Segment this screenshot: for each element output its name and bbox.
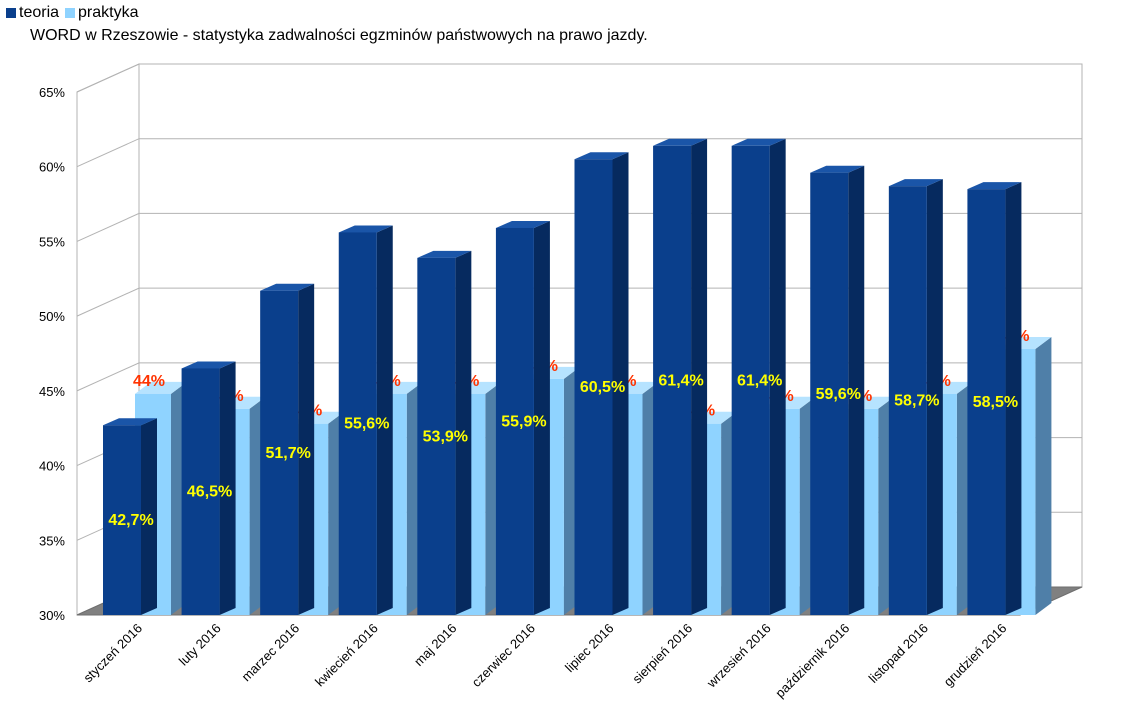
bar-teoria-top — [731, 138, 786, 146]
legend-label-teoria: teoria — [19, 4, 60, 21]
x-category-label: luty 2016 — [176, 621, 224, 669]
data-label-teoria: 59,6% — [816, 386, 861, 403]
y-tick-label: 40% — [39, 459, 65, 474]
bar-teoria-top — [103, 418, 157, 426]
bar-teoria-top — [888, 179, 943, 187]
x-category-label: marzec 2016 — [239, 621, 303, 685]
bar-teoria-side — [376, 225, 393, 615]
x-category-label: lipiec 2016 — [562, 621, 617, 676]
bar-teoria-top — [417, 250, 472, 258]
bar-teoria-top — [495, 220, 550, 228]
y-tick-label: 65% — [39, 85, 65, 100]
bar-teoria — [495, 227, 534, 616]
y-tick-label: 60% — [39, 160, 65, 175]
bar-teoria — [731, 145, 770, 615]
bar-teoria — [888, 186, 927, 615]
bar-praktyka-side — [1035, 337, 1052, 615]
bar-teoria-side — [455, 250, 472, 615]
x-category-label: kwiecień 2016 — [312, 621, 381, 690]
bar-praktyka-top — [135, 381, 187, 394]
bar-teoria — [181, 368, 220, 615]
bar-teoria-side — [612, 152, 629, 615]
bar-teoria-side — [533, 220, 550, 616]
bar-teoria-top — [574, 152, 629, 160]
legend-item-teoria: teoria — [6, 4, 59, 22]
bar-teoria-side — [691, 138, 708, 615]
data-label-teoria: 61,4% — [658, 372, 703, 389]
bar-teoria — [103, 425, 141, 615]
bar-teoria-side — [848, 165, 865, 616]
bar-teoria-top — [810, 165, 865, 173]
bar-teoria-top — [260, 283, 315, 291]
legend-swatch-praktyka — [65, 8, 76, 18]
data-label-teoria: 58,5% — [973, 394, 1018, 411]
x-category-label: maj 2016 — [411, 621, 459, 669]
gridline — [76, 63, 1082, 93]
data-label-teoria: 53,9% — [423, 428, 468, 445]
bar-teoria — [967, 189, 1006, 615]
bar-teoria-side — [141, 418, 157, 615]
x-category-label: grudzień 2016 — [941, 621, 1010, 690]
y-tick-label: 30% — [39, 608, 65, 623]
x-category-label: styczeń 2016 — [80, 621, 145, 686]
bar-teoria-side — [1005, 182, 1022, 615]
data-label-teoria: 61,4% — [737, 372, 782, 389]
data-label-teoria: 60,5% — [580, 379, 625, 396]
bar-teoria — [810, 172, 849, 616]
legend-item-praktyka: praktyka — [65, 4, 139, 22]
y-tick-label: 35% — [39, 533, 65, 548]
gridline — [76, 138, 1082, 168]
bar-teoria-top — [181, 361, 236, 369]
x-category-label: listopad 2016 — [866, 621, 931, 686]
data-label-teoria: 58,7% — [894, 393, 939, 410]
bar-teoria-side — [219, 361, 236, 615]
x-category-label: wrzesień 2016 — [703, 621, 774, 692]
y-tick-label: 45% — [39, 384, 65, 399]
data-label-teoria: 55,6% — [344, 416, 389, 433]
bar-teoria-side — [926, 179, 943, 615]
data-label-teoria: 55,9% — [501, 413, 546, 430]
bar-teoria — [574, 159, 613, 615]
y-tick-label: 55% — [39, 234, 65, 249]
y-tick-label: 50% — [39, 309, 65, 324]
data-label-teoria: 46,5% — [187, 484, 232, 501]
bar-teoria — [653, 145, 692, 615]
bar-teoria — [417, 257, 456, 615]
bar-teoria — [260, 290, 299, 615]
bar-teoria — [338, 232, 377, 615]
bar-teoria-top — [967, 182, 1022, 190]
legend: teoria praktyka — [6, 4, 145, 22]
data-label-teoria: 51,7% — [265, 445, 310, 462]
legend-label-praktyka: praktyka — [78, 4, 139, 21]
x-category-label: sierpień 2016 — [629, 621, 695, 687]
bar-teoria-top — [653, 138, 708, 146]
bar-teoria-top — [338, 225, 393, 233]
data-label-teoria: 42,7% — [108, 512, 153, 529]
legend-swatch-teoria — [6, 8, 16, 18]
bar-teoria-side — [769, 138, 786, 615]
x-category-label: październik 2016 — [772, 621, 852, 701]
chart-title: WORD w Rzeszowie - statystyka zadwalnośc… — [30, 27, 648, 44]
bar-teoria-side — [298, 283, 315, 615]
data-label-praktyka: 44% — [133, 373, 165, 390]
x-category-label: czerwiec 2016 — [469, 621, 538, 690]
